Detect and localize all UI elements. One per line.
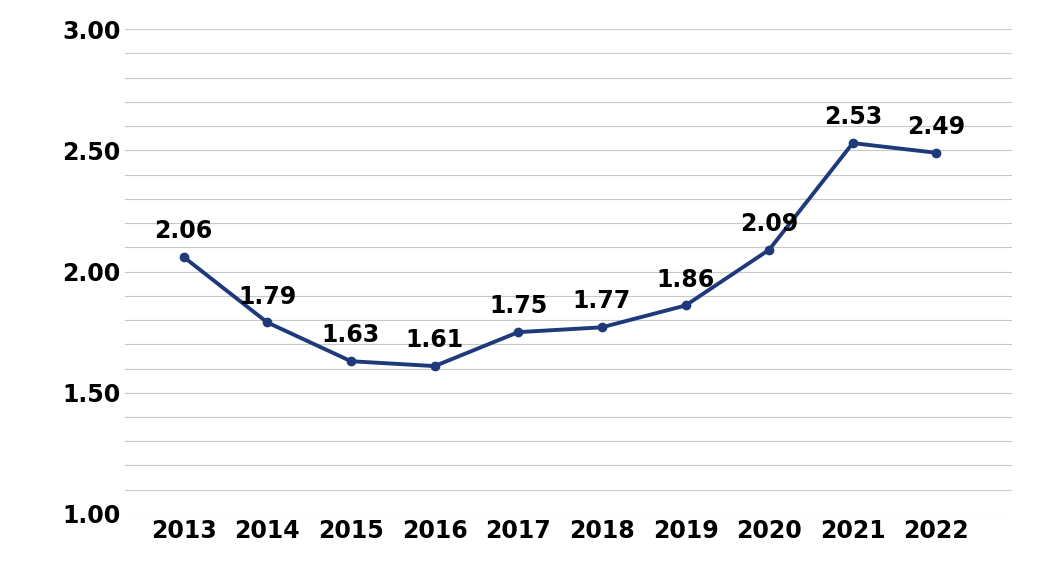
Text: 1.75: 1.75 — [489, 294, 548, 318]
Text: 2.49: 2.49 — [907, 115, 966, 139]
Text: 1.61: 1.61 — [406, 328, 464, 352]
Text: 1.63: 1.63 — [322, 324, 380, 347]
Text: 2.06: 2.06 — [154, 219, 213, 243]
Text: 1.77: 1.77 — [573, 290, 631, 314]
Text: 2.09: 2.09 — [741, 212, 798, 236]
Text: 2.53: 2.53 — [824, 105, 882, 129]
Text: 1.79: 1.79 — [238, 284, 296, 308]
Text: 1.86: 1.86 — [656, 267, 714, 291]
